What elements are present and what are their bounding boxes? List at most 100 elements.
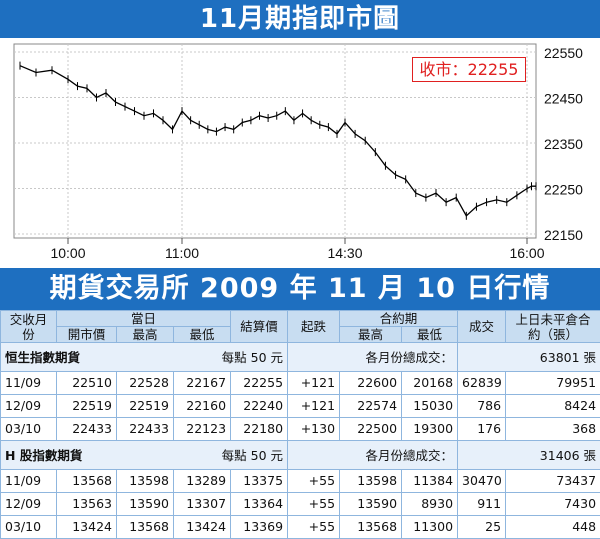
cell: 79951 [505,370,600,395]
cell: 22500 [339,416,403,441]
cell: +55 [287,468,341,493]
x-tick-label: 10:00 [50,245,85,261]
y-tick-label: 22550 [544,45,583,61]
group-unit: 每點 50 元 [221,350,284,366]
cell: 11384 [401,468,459,493]
group-name: 恒生指數期貨 [5,350,81,366]
cell: 22180 [230,416,289,441]
chart-title: 11月期指即市圖 [0,0,600,38]
cell: 20168 [401,370,459,395]
cell: 22519 [116,393,174,418]
cell: 15030 [401,393,459,418]
cell: 13568 [56,468,117,493]
table-row: 03/10 22433 22433 22123 22180 +130 22500… [0,416,600,441]
table-row: 03/10 13424 13568 13424 13369 +55 13568 … [0,514,600,539]
cell: 13375 [230,468,289,493]
group-total-label: 各月份總成交： [287,439,459,470]
x-tick-label: 14:30 [327,245,362,261]
header-low: 最低 [172,326,232,343]
group-unit: 每點 50 元 [221,448,284,464]
header-contract-low: 最低 [401,326,459,343]
cell: 11300 [401,514,459,539]
cell: 13590 [116,491,174,516]
cell: 13563 [56,491,117,516]
cell: 22433 [116,416,174,441]
futures-quote-table: 交收月份 當日 結算價 起跌 合約期 成交 上日未平倉合約（張） 開市價 最高 … [0,310,600,539]
table-row: 11/09 13568 13598 13289 13375 +55 13598 … [0,468,600,493]
cell: 25 [457,514,507,539]
cell: 176 [457,416,507,441]
cell: 22160 [172,393,232,418]
header-open-interest: 上日未平倉合約（張） [505,310,600,343]
cell: 03/10 [0,416,57,441]
header-row-2: 開市價 最高 最低 最高 最低 [1,326,600,343]
group-band-hsi-left: 恒生指數期貨 每點 50 元 [0,342,289,372]
cell: 62839 [457,370,507,395]
cell: +121 [287,370,341,395]
cell: 22510 [56,370,117,395]
cell: 22600 [339,370,403,395]
cell: 8930 [401,491,459,516]
cell: 22433 [56,416,117,441]
cell: 22255 [230,370,289,395]
cell: 7430 [505,491,600,516]
cell: 911 [457,491,507,516]
table-row: 12/09 22519 22519 22160 22240 +121 22574… [0,393,600,418]
cell: +121 [287,393,341,418]
cell: 30470 [457,468,507,493]
group-band-hshare: H 股指數期貨 每點 50 元 各月份總成交： 31406 張 [0,439,600,470]
cell: 786 [457,393,507,418]
y-tick-label: 22450 [544,91,583,107]
cell: 13307 [172,491,232,516]
table-row: 11/09 22510 22528 22167 22255 +121 22600… [0,370,600,395]
group-band-hshare-left: H 股指數期貨 每點 50 元 [0,439,289,470]
table-row: 12/09 13563 13590 13307 13364 +55 13590 … [0,491,600,516]
group-name: H 股指數期貨 [5,448,83,464]
cell: 13424 [56,514,117,539]
header-contract-high: 最高 [339,326,403,343]
header-high: 最高 [116,326,174,343]
x-tick-label: 11:00 [165,245,199,261]
intraday-chart: 22550 22450 22350 22250 22150 10:00 11:00 14:30… [0,38,600,268]
header-month: 交收月份 [0,310,57,343]
cell: 19300 [401,416,459,441]
cell: 03/10 [0,514,57,539]
cell: +55 [287,514,341,539]
group-total-label: 各月份總成交： [287,342,459,372]
cell: 12/09 [0,393,57,418]
header-row-1: 交收月份 當日 結算價 起跌 合約期 成交 上日未平倉合約（張） [0,310,600,343]
cell: 22240 [230,393,289,418]
group-total-value: 63801 張 [457,342,600,372]
cell: 13424 [172,514,232,539]
cell: 22167 [172,370,232,395]
cell: 8424 [505,393,600,418]
table-title: 期貨交易所 2009 年 11 月 10 日行情 [0,268,600,310]
y-tick-label: 22150 [544,227,583,243]
header-volume: 成交 [457,310,507,343]
cell: +130 [287,416,341,441]
cell: 13568 [339,514,403,539]
cell: 368 [505,416,600,441]
closing-price-label: 收市：22255 [412,57,526,82]
cell: 22574 [339,393,403,418]
cell: 22528 [116,370,174,395]
cell: 448 [505,514,600,539]
header-open: 開市價 [56,326,117,343]
x-tick-label: 16:00 [509,245,544,261]
cell: 22123 [172,416,232,441]
y-tick-label: 22250 [544,182,583,198]
header-settle: 結算價 [230,310,289,343]
cell: 22519 [56,393,117,418]
group-total-value: 31406 張 [457,439,600,470]
cell: 13568 [116,514,174,539]
cell: 13364 [230,491,289,516]
cell: 73437 [505,468,600,493]
cell: 13590 [339,491,403,516]
cell: 11/09 [0,370,57,395]
cell: 13369 [230,514,289,539]
cell: 11/09 [0,468,57,493]
cell: 12/09 [0,491,57,516]
group-band-hsi: 恒生指數期貨 每點 50 元 各月份總成交： 63801 張 [0,342,600,372]
cell: +55 [287,491,341,516]
cell: 13598 [116,468,174,493]
